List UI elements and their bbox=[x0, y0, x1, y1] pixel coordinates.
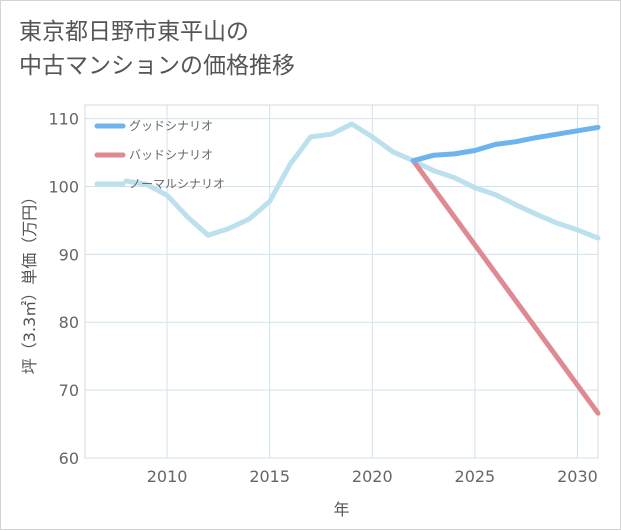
y-tick-label: 70 bbox=[59, 381, 79, 400]
y-tick-label: 90 bbox=[59, 245, 79, 264]
y-tick-label: 80 bbox=[59, 313, 79, 332]
y-tick-label: 60 bbox=[59, 449, 79, 468]
series-line-1 bbox=[410, 158, 601, 416]
axes: 2010 2015 2020 2025 2030 60 70 80 90 100 110 bbox=[48, 110, 597, 486]
chart-title: 東京都日野市東平山の 中古マンションの価格推移 bbox=[19, 15, 295, 83]
series-line-2 bbox=[123, 121, 601, 241]
x-tick-label: 2015 bbox=[249, 467, 290, 486]
x-axis-label: 年 bbox=[333, 500, 349, 519]
legend-label: ノーマルシナリオ bbox=[129, 177, 225, 191]
x-tick-label: 2010 bbox=[147, 467, 188, 486]
y-tick-label: 100 bbox=[48, 177, 79, 196]
legend-label: バッドシナリオ bbox=[129, 148, 213, 162]
legend-label: グッドシナリオ bbox=[129, 119, 213, 133]
chart-title-line-2: 中古マンションの価格推移 bbox=[19, 53, 295, 79]
series-lines bbox=[123, 121, 601, 416]
y-axis-label: 坪（3.3㎡）単価（万円） bbox=[20, 189, 39, 374]
y-tick-label: 110 bbox=[48, 110, 79, 129]
x-tick-label: 2030 bbox=[557, 467, 598, 486]
series-line-0 bbox=[410, 124, 601, 164]
chart-title-line-1: 東京都日野市東平山の bbox=[19, 19, 249, 45]
grid-lines bbox=[84, 104, 599, 459]
x-tick-label: 2025 bbox=[455, 467, 496, 486]
x-tick-label: 2020 bbox=[352, 467, 393, 486]
